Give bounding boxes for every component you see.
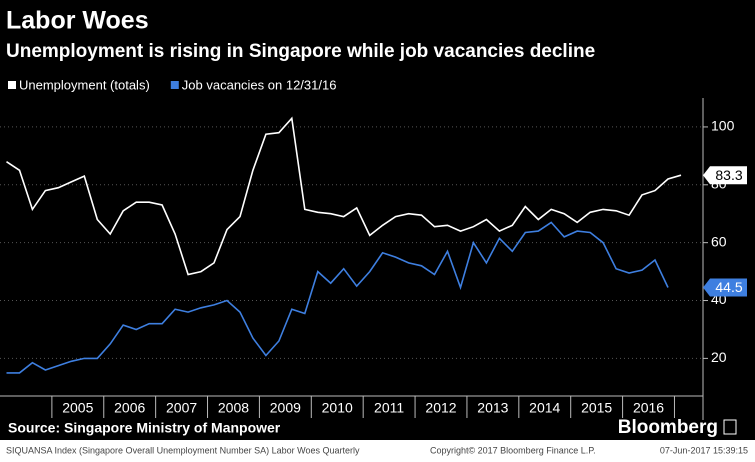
footer-center: Copyright© 2017 Bloomberg Finance L.P.: [430, 445, 596, 455]
x-tick-label: 2011: [374, 400, 404, 416]
x-tick-label: 2013: [477, 400, 508, 416]
x-tick-label: 2007: [166, 400, 197, 416]
legend-swatch: [170, 81, 179, 89]
x-tick-label: 2008: [218, 400, 249, 416]
x-tick-label: 2016: [633, 400, 664, 416]
x-tick-label: 2005: [62, 400, 93, 416]
y-tick-label: 20: [711, 349, 727, 365]
x-tick-label: 2012: [425, 400, 456, 416]
footer-right: 07-Jun-2017 15:39:15: [660, 445, 748, 455]
source: Source: Singapore Ministry of Manpower: [8, 420, 281, 436]
x-tick-label: 2006: [114, 400, 145, 416]
legend-swatch: [8, 81, 16, 89]
last-value-label: 83.3: [715, 167, 742, 183]
x-tick-label: 2015: [581, 400, 612, 416]
last-value-label: 44.5: [715, 279, 742, 295]
last-value-box: [703, 278, 747, 297]
series-line: [6, 221, 669, 374]
background: [0, 0, 755, 440]
x-tick-label: 2009: [270, 400, 301, 416]
chart-subtitle: Unemployment is rising in Singapore whil…: [6, 41, 595, 62]
series-line: [6, 116, 682, 276]
brand-icon: [723, 419, 737, 435]
chart-title: Labor Woes: [6, 7, 149, 35]
legend-label: Unemployment (totals): [19, 77, 150, 92]
x-tick-label: 2014: [529, 400, 560, 416]
y-tick-label: 60: [711, 233, 727, 249]
footer-left: SIQUANSA Index (Singapore Overall Unempl…: [6, 445, 360, 455]
legend-label: Job vacancies on 12/31/16: [182, 77, 337, 92]
y-tick-label: 100: [711, 118, 735, 134]
x-tick-label: 2010: [322, 400, 353, 416]
brand: Bloomberg: [618, 417, 718, 438]
last-value-box: [703, 166, 747, 185]
